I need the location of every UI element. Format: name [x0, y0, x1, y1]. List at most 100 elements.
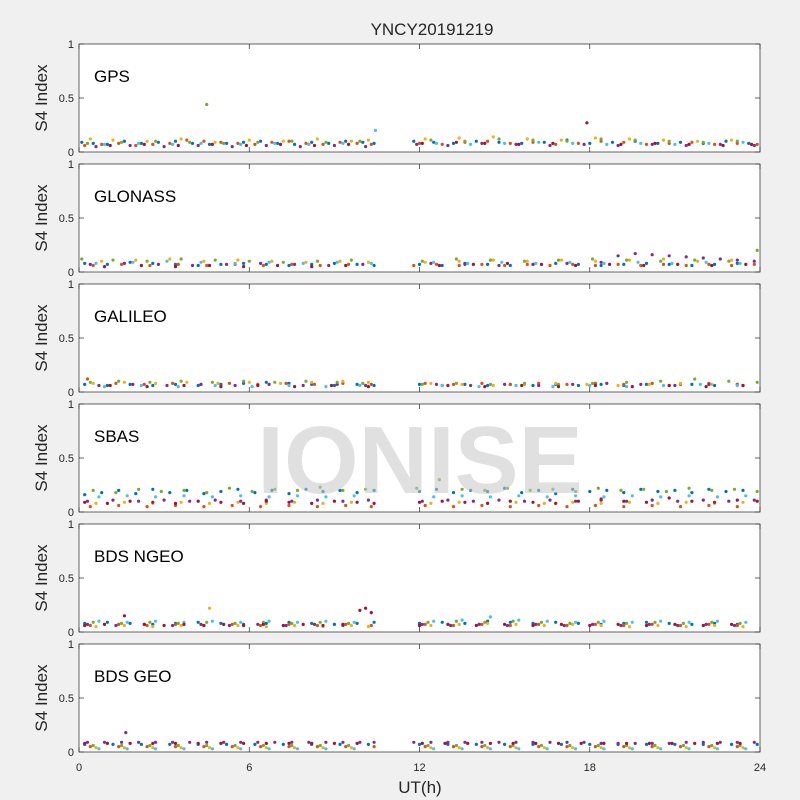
- data-point: [537, 745, 541, 749]
- data-point: [168, 491, 172, 495]
- data-point: [349, 139, 353, 143]
- data-point: [128, 499, 132, 503]
- data-point: [457, 500, 461, 504]
- data-point: [432, 260, 436, 264]
- data-point: [338, 259, 342, 263]
- data-point: [497, 740, 501, 744]
- data-point: [287, 622, 291, 627]
- data-point: [97, 747, 101, 751]
- data-point: [440, 499, 444, 503]
- data-point: [508, 499, 512, 503]
- data-point: [318, 263, 322, 268]
- data-point: [341, 141, 345, 145]
- data-point: [735, 261, 739, 265]
- data-point: [310, 265, 314, 269]
- data-point: [295, 747, 300, 751]
- data-point: [681, 621, 686, 626]
- data-point: [451, 505, 456, 509]
- data-point: [562, 623, 566, 628]
- data-point: [114, 491, 118, 495]
- data-point: [173, 382, 178, 386]
- data-point: [531, 138, 535, 142]
- data-point: [287, 263, 291, 268]
- data-point: [366, 260, 370, 264]
- data-point: [134, 258, 138, 262]
- data-point: [324, 747, 328, 751]
- data-point: [196, 143, 200, 148]
- data-point: [559, 138, 564, 142]
- data-point: [290, 499, 294, 503]
- data-point: [100, 491, 104, 495]
- data-point: [730, 138, 734, 142]
- data-point: [542, 140, 546, 144]
- constellation-label: SBAS: [94, 427, 139, 446]
- series-4: [85, 622, 737, 628]
- y-tick-label: 0.5: [59, 213, 74, 225]
- x-tick-label: 6: [246, 762, 252, 774]
- data-point: [696, 259, 700, 263]
- data-point: [108, 383, 112, 388]
- data-point: [355, 621, 359, 626]
- data-point: [661, 383, 666, 388]
- data-point: [554, 142, 558, 146]
- data-point: [542, 501, 546, 505]
- data-point: [344, 622, 348, 627]
- data-point: [85, 622, 90, 627]
- data-point: [145, 385, 149, 389]
- data-point: [619, 488, 623, 492]
- data-point: [242, 381, 246, 385]
- data-point: [423, 381, 427, 385]
- data-point: [735, 141, 739, 145]
- data-point: [125, 747, 129, 751]
- data-point: [673, 142, 677, 146]
- data-point: [605, 381, 609, 385]
- data-point: [466, 261, 470, 265]
- data-point: [358, 139, 362, 143]
- data-point: [755, 380, 759, 384]
- y-tick-label: 0: [68, 747, 74, 759]
- data-point: [451, 745, 456, 749]
- scatter-points: [83, 377, 759, 389]
- data-point: [182, 488, 186, 492]
- data-point: [173, 622, 178, 627]
- data-point: [281, 742, 285, 747]
- data-point: [361, 262, 365, 266]
- data-point: [261, 263, 265, 268]
- data-point: [256, 383, 260, 388]
- data-point: [364, 383, 368, 388]
- data-point: [710, 488, 714, 492]
- data-point: [190, 141, 195, 145]
- scatter-points: [83, 606, 748, 629]
- data-point: [233, 383, 237, 388]
- data-point: [749, 142, 754, 146]
- data-point: [755, 489, 759, 494]
- series-4: [85, 731, 756, 746]
- data-point: [321, 489, 325, 494]
- data-point: [460, 487, 464, 491]
- data-point: [678, 745, 683, 749]
- data-point: [352, 620, 356, 624]
- data-point: [480, 381, 484, 385]
- data-point: [508, 505, 512, 509]
- data-point: [108, 143, 112, 148]
- data-point: [210, 142, 214, 146]
- data-point: [508, 620, 512, 624]
- data-point: [596, 743, 600, 748]
- data-point: [128, 143, 132, 148]
- series-7: [108, 383, 745, 389]
- figure-title: YNCY20191219: [371, 20, 494, 39]
- data-point: [497, 140, 501, 144]
- data-point: [173, 501, 178, 505]
- data-point: [718, 142, 722, 146]
- data-point: [619, 623, 623, 628]
- data-point: [678, 623, 683, 628]
- data-point: [639, 263, 643, 268]
- data-point: [556, 382, 561, 386]
- data-point: [545, 619, 549, 623]
- data-point: [97, 619, 101, 623]
- data-point: [131, 382, 135, 386]
- data-point: [508, 623, 512, 628]
- y-tick-label: 0.5: [59, 93, 74, 105]
- data-point: [256, 740, 260, 744]
- data-point: [517, 494, 521, 498]
